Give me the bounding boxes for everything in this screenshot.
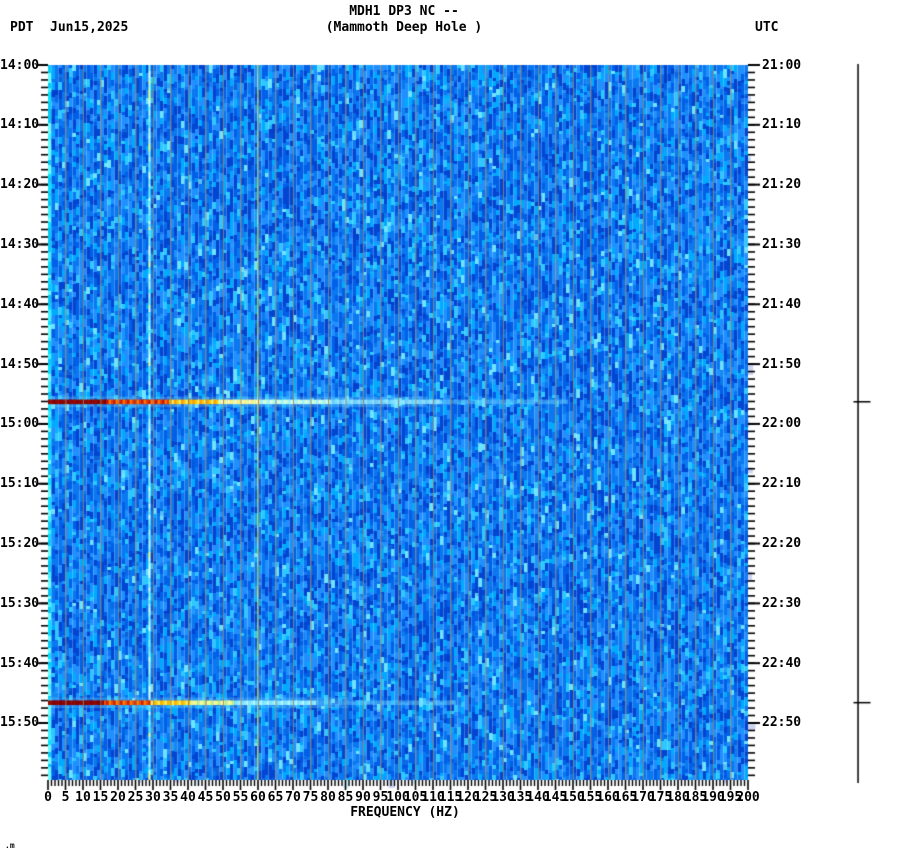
left-axis-label: 14:00 (0, 57, 40, 73)
left-axis-label: 15:50 (0, 715, 40, 731)
left-axis-label: 14:20 (0, 177, 40, 193)
left-axis-label: 15:30 (0, 595, 40, 611)
frequency-tick-label: 185 (683, 790, 708, 805)
frequency-tick-label: 45 (197, 790, 214, 805)
frequency-tick-label: 125 (473, 790, 498, 805)
frequency-tick-label: 100 (386, 790, 410, 805)
timezone-left-label: PDT (10, 20, 34, 35)
frequency-tick-label: 80 (320, 790, 336, 805)
right-axis-label: 21:50 (762, 356, 802, 372)
frequency-tick-label: 70 (285, 790, 301, 805)
right-axis-label: 21:10 (762, 117, 802, 133)
frequency-tick-label: 35 (162, 790, 179, 805)
frequency-tick-label: 160 (596, 790, 620, 805)
right-axis-label: 21:20 (762, 177, 802, 193)
frequency-tick-label: 10 (75, 790, 91, 805)
frequency-tick-label: 15 (92, 790, 109, 805)
frequency-tick-label: 105 (403, 790, 428, 805)
frequency-tick-label: 75 (302, 790, 319, 805)
left-axis-label: 15:10 (0, 476, 40, 492)
right-axis-label: 21:40 (762, 296, 802, 312)
left-axis-label: 15:40 (0, 655, 40, 671)
frequency-tick-label: 90 (355, 790, 371, 805)
frequency-tick-label: 40 (180, 790, 196, 805)
frequency-tick-label: 195 (718, 790, 743, 805)
right-axis-label: 22:00 (762, 416, 802, 432)
right-axis-label: 22:20 (762, 536, 802, 552)
left-axis-label: 15:20 (0, 536, 40, 552)
frequency-tick-label: 135 (508, 790, 533, 805)
frequency-tick-label: 155 (578, 790, 603, 805)
frequency-tick-label: 190 (701, 790, 725, 805)
frequency-tick-label: 140 (526, 790, 550, 805)
right-axis-label: 22:50 (762, 715, 802, 731)
timezone-right-label: UTC (755, 20, 779, 35)
left-axis-label: 14:50 (0, 356, 40, 372)
chart-title-line1: MDH1 DP3 NC -- (349, 4, 459, 19)
frequency-tick-label: 180 (666, 790, 690, 805)
frequency-tick-label: 115 (438, 790, 463, 805)
left-axis-label: 14:10 (0, 117, 40, 133)
right-axis-label: 21:30 (762, 236, 802, 252)
frequency-tick-label: 175 (648, 790, 673, 805)
right-axis-label: 22:40 (762, 655, 802, 671)
frequency-tick-label: 30 (145, 790, 161, 805)
right-axis-label: 22:10 (762, 476, 802, 492)
frequency-tick-label: 55 (232, 790, 249, 805)
left-axis-label: 15:00 (0, 416, 40, 432)
frequency-tick-label: 150 (561, 790, 585, 805)
left-axis-label: 14:40 (0, 296, 40, 312)
frequency-tick-label: 20 (110, 790, 126, 805)
right-axis-label: 22:30 (762, 595, 802, 611)
frequency-tick-label: 65 (267, 790, 284, 805)
frequency-tick-label: 60 (250, 790, 266, 805)
frequency-tick-label: 0 (44, 790, 52, 805)
left-axis-label: 14:30 (0, 236, 40, 252)
frequency-tick-label: 145 (543, 790, 568, 805)
frequency-axis-title: FREQUENCY (HZ) (350, 805, 460, 820)
frequency-tick-label: 200 (736, 790, 760, 805)
frequency-tick-label: 130 (491, 790, 515, 805)
frequency-tick-label: 165 (613, 790, 638, 805)
frequency-tick-label: 170 (631, 790, 655, 805)
right-axis-label: 21:00 (762, 57, 802, 73)
date-label: Jun15,2025 (50, 20, 129, 35)
chart-title-line2: (Mammoth Deep Hole ) (325, 20, 483, 35)
frequency-tick-label: 5 (61, 790, 70, 805)
frequency-tick-label: 85 (337, 790, 354, 805)
frequency-tick-label: 25 (127, 790, 144, 805)
frequency-tick-label: 50 (215, 790, 231, 805)
frequency-tick-label: 110 (421, 790, 445, 805)
frequency-tick-label: 120 (456, 790, 480, 805)
frequency-tick-label: 95 (372, 790, 389, 805)
corner-mark: .m (5, 841, 15, 850)
